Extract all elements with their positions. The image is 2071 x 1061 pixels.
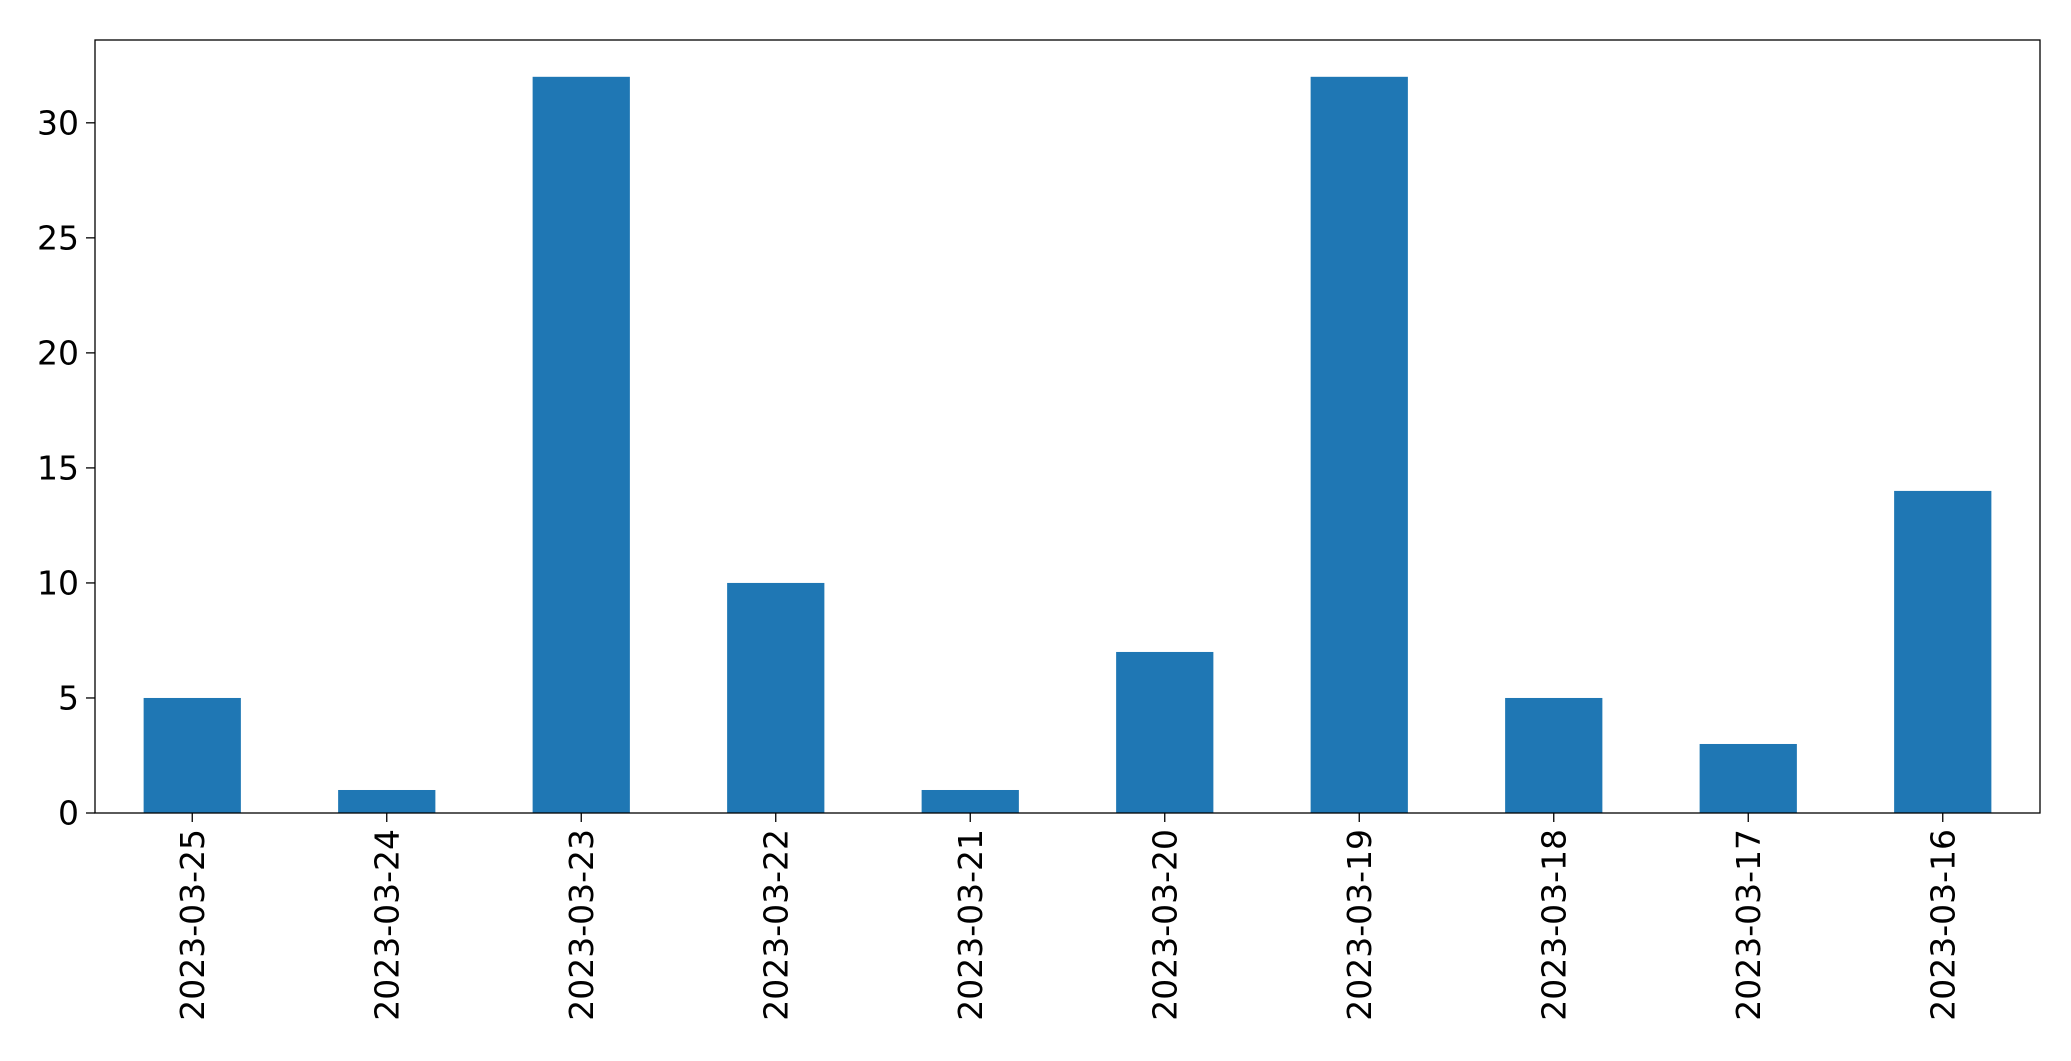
y-axis: 0 5 10 15 20 25 30 bbox=[37, 103, 95, 833]
bar-2023-03-18 bbox=[1505, 697, 1603, 813]
x-tick-label: 2023-03-16 bbox=[1923, 829, 1962, 1021]
bars-group bbox=[143, 76, 1992, 814]
y-tick-label: 10 bbox=[37, 563, 79, 602]
plot-frame bbox=[94, 39, 2041, 814]
x-axis: 2023-03-25 2023-03-24 2023-03-23 2023-03-22… bbox=[173, 813, 1962, 1021]
bar-2023-03-20 bbox=[1116, 651, 1214, 813]
y-tick-label: 5 bbox=[58, 678, 79, 717]
y-tick-label: 20 bbox=[37, 333, 79, 372]
x-tick-label: 2023-03-17 bbox=[1729, 829, 1768, 1021]
bar-2023-03-22 bbox=[727, 582, 825, 813]
x-tick-label: 2023-03-20 bbox=[1145, 829, 1184, 1021]
x-tick-label: 2023-03-18 bbox=[1534, 829, 1573, 1021]
y-tick-label: 30 bbox=[37, 103, 79, 142]
x-tick-label: 2023-03-24 bbox=[367, 829, 406, 1021]
y-tick-label: 25 bbox=[37, 218, 79, 257]
x-tick-label: 2023-03-23 bbox=[562, 829, 601, 1021]
x-tick-label: 2023-03-21 bbox=[951, 829, 990, 1021]
bar-2023-03-23 bbox=[532, 76, 630, 814]
bar-2023-03-16 bbox=[1894, 490, 1992, 813]
y-tick-label: 0 bbox=[58, 794, 79, 833]
bar-2023-03-19 bbox=[1310, 76, 1408, 814]
x-tick-label: 2023-03-22 bbox=[756, 829, 795, 1021]
x-tick-label: 2023-03-19 bbox=[1340, 829, 1379, 1021]
y-tick-label: 15 bbox=[37, 448, 79, 487]
bar-2023-03-24 bbox=[338, 789, 436, 813]
bar-2023-03-21 bbox=[921, 789, 1019, 813]
bar-2023-03-25 bbox=[143, 697, 241, 813]
x-tick-label: 2023-03-25 bbox=[173, 829, 212, 1021]
bar-2023-03-17 bbox=[1699, 743, 1797, 813]
